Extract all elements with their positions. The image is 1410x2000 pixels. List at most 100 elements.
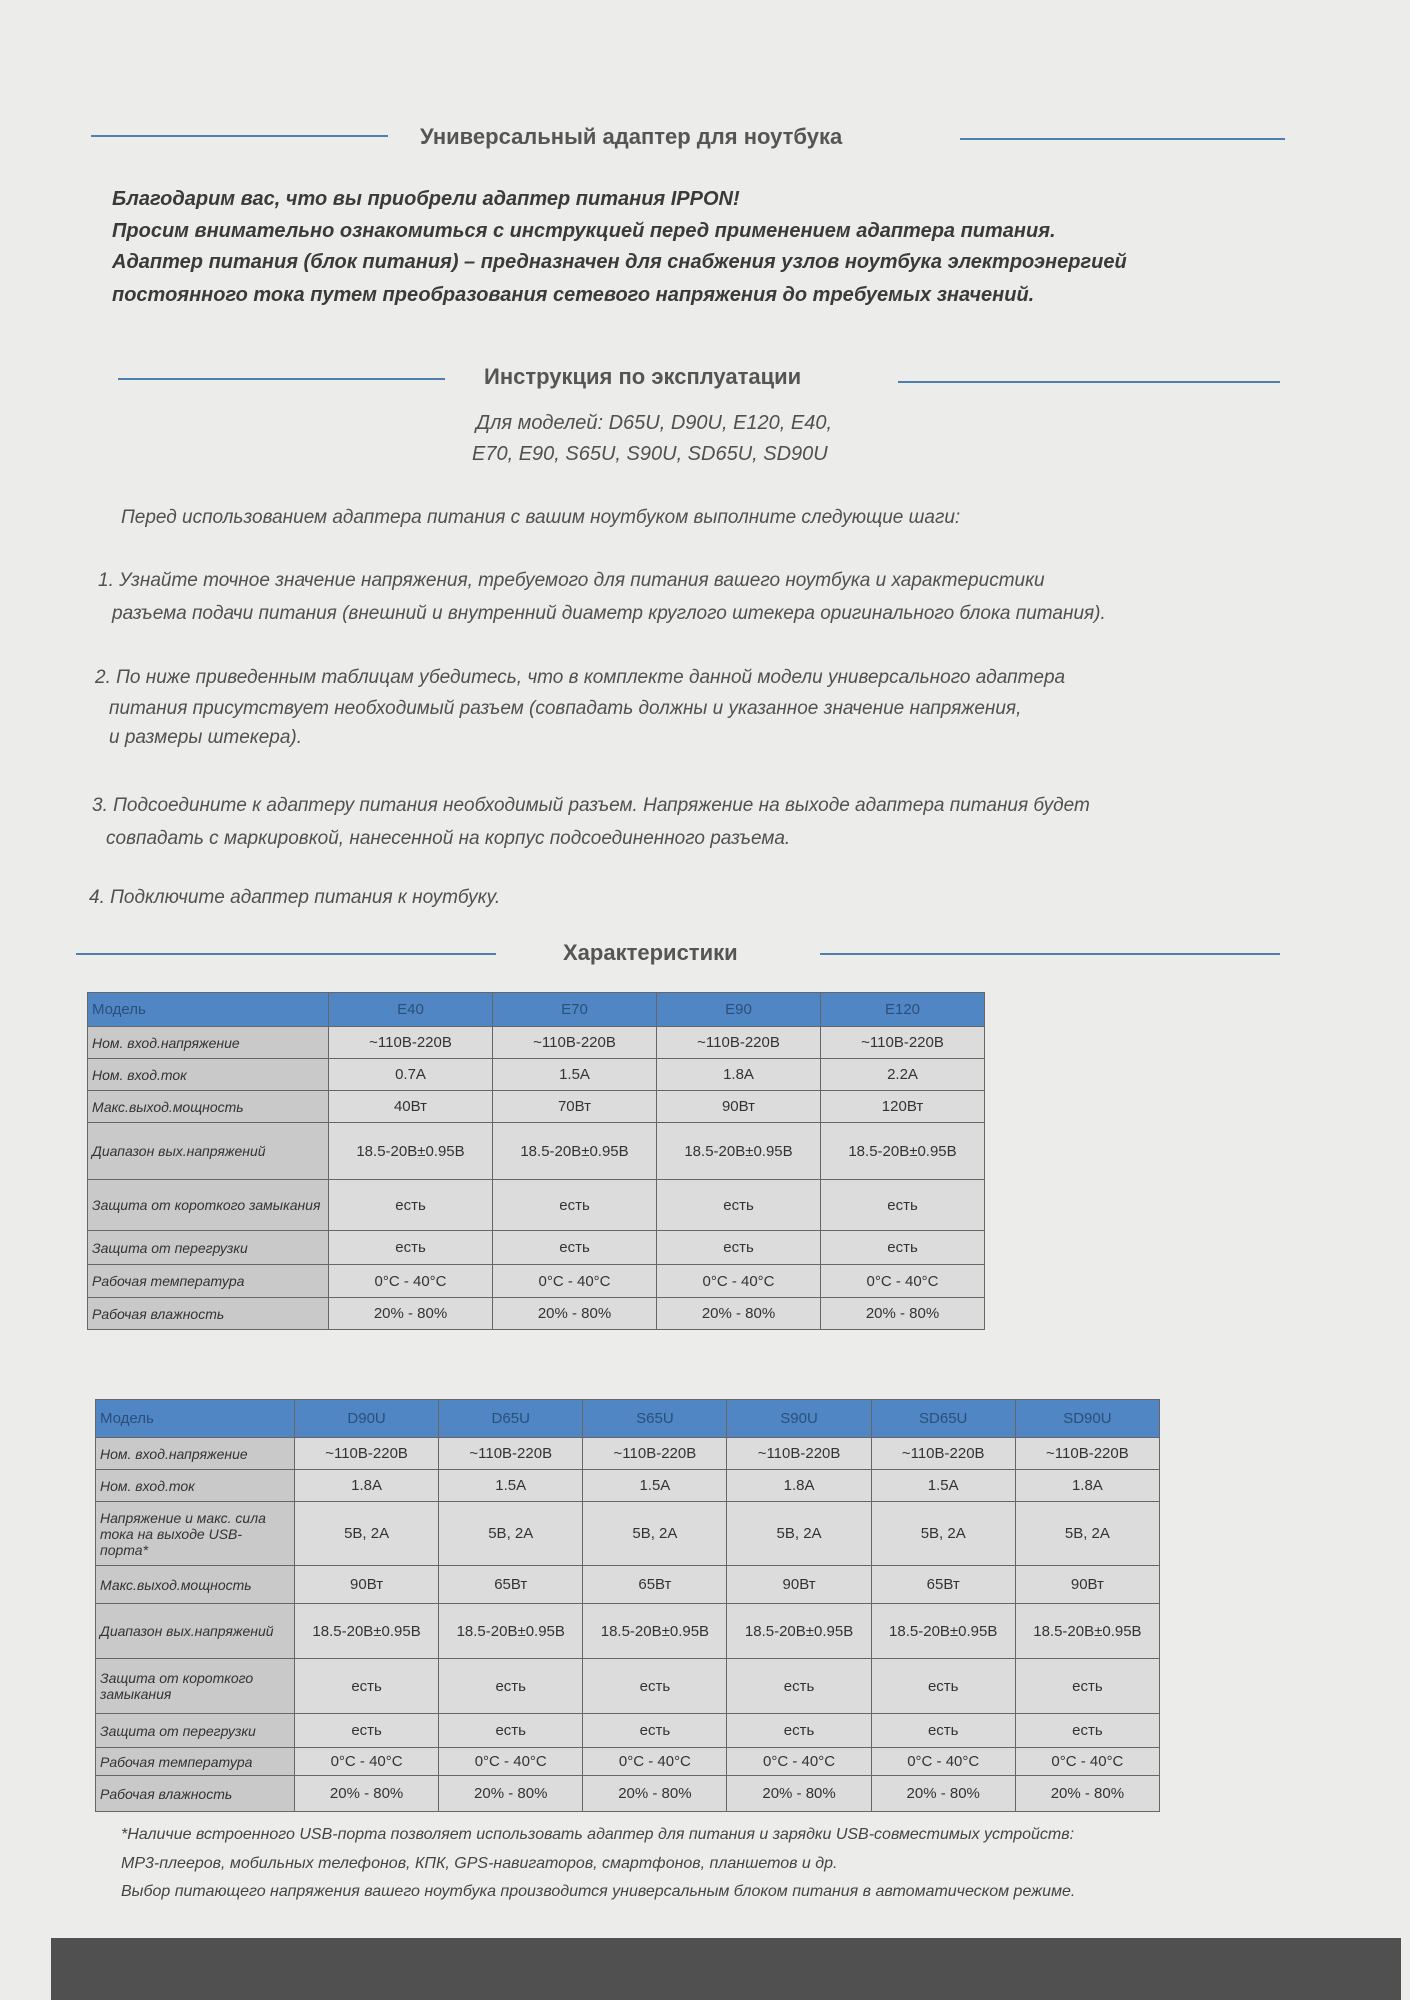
intro-line: Просим внимательно ознакомиться с инстру… <box>112 220 1056 242</box>
row-label: Рабочая влажность <box>95 1775 295 1812</box>
cell: есть <box>438 1658 584 1714</box>
table-row: Диапазон вых.напряжений 18.5-20В±0.95В 18.… <box>95 1603 1161 1659</box>
header-cell: SD90U <box>1014 1399 1161 1438</box>
cell: есть <box>656 1230 821 1265</box>
row-label: Защита от короткого замыкания <box>87 1179 329 1231</box>
cell: ~110В-220В <box>438 1437 584 1470</box>
table-row: Макс.выход.мощность 90Вт 65Вт 65Вт 90Вт 65Вт 9… <box>95 1565 1161 1604</box>
rule <box>76 953 496 955</box>
cell: 18.5-20В±0.95В <box>293 1603 440 1659</box>
cell: 5В, 2А <box>726 1501 872 1566</box>
cell: 1.5A <box>582 1469 728 1502</box>
cell: ~110В-220В <box>492 1026 657 1059</box>
footnote-line: *Наличие встроенного USB-порта позволяет… <box>121 1826 1075 1843</box>
cell: 18.5-20В±0.95В <box>656 1122 821 1180</box>
table-row: Ном. вход.ток 0.7A 1.5A 1.8A 2.2A <box>87 1058 985 1091</box>
dark-band <box>51 1938 1401 2000</box>
doc-title: Универсальный адаптер для ноутбука <box>420 124 843 149</box>
cell: ~110В-220В <box>328 1026 493 1059</box>
step-line: 4. Подключите адаптер питания к ноутбуку… <box>89 887 501 908</box>
table-row: Рабочая влажность 20% - 80% 20% - 80% 20% -… <box>87 1297 985 1330</box>
cell: 18.5-20В±0.95В <box>328 1122 493 1180</box>
cell: есть <box>328 1230 493 1265</box>
cell: 0°C - 40°C <box>328 1264 493 1298</box>
header-cell: S90U <box>726 1399 872 1438</box>
step-line: 1. Узнайте точное значение напряжения, т… <box>98 570 1045 591</box>
cell: 18.5-20В±0.95В <box>870 1603 1016 1659</box>
cell: 90Вт <box>726 1565 872 1604</box>
cell: есть <box>870 1713 1016 1748</box>
cell: ~110В-220В <box>293 1437 440 1470</box>
row-label: Ном. вход.ток <box>87 1058 329 1091</box>
cell: 20% - 80% <box>582 1775 728 1812</box>
cell: 2.2A <box>820 1058 985 1091</box>
cell: 5В, 2А <box>438 1501 584 1566</box>
header-cell: E70 <box>492 992 657 1027</box>
table-row: Защита от перегрузки есть есть есть есть <box>87 1230 985 1265</box>
cell: 20% - 80% <box>438 1775 584 1812</box>
header-cell: D90U <box>293 1399 440 1438</box>
cell: 65Вт <box>582 1565 728 1604</box>
cell: 18.5-20В±0.95В <box>582 1603 728 1659</box>
cell: 0°C - 40°C <box>656 1264 821 1298</box>
header-cell: Модель <box>87 992 329 1027</box>
cell: 18.5-20В±0.95В <box>820 1122 985 1180</box>
rule <box>820 953 1280 955</box>
cell: 5В, 2А <box>582 1501 728 1566</box>
table-row: Рабочая температура 0°C - 40°C 0°C - 40°C 0… <box>87 1264 985 1298</box>
header-cell: S65U <box>582 1399 728 1438</box>
spec-table: Модель D90U D65U S65U S90U SD65U SD90U Ном. вхо… <box>95 1399 1161 1812</box>
step-line: совпадать с маркировкой, нанесенной на к… <box>106 828 791 849</box>
rule <box>118 378 445 380</box>
cell: 0°C - 40°C <box>438 1747 584 1776</box>
cell: 20% - 80% <box>726 1775 872 1812</box>
table-row: Макс.выход.мощность 40Вт 70Вт 90Вт 120Вт <box>87 1090 985 1123</box>
cell: есть <box>293 1713 440 1748</box>
section-title: Характеристики <box>563 940 738 965</box>
preface: Перед использованием адаптера питания с … <box>121 507 961 528</box>
step-line: 2. По ниже приведенным таблицам убедитес… <box>95 667 1066 688</box>
cell: ~110В-220В <box>1014 1437 1161 1470</box>
cell: 90Вт <box>1014 1565 1161 1604</box>
cell: 65Вт <box>438 1565 584 1604</box>
header-row: Модель D90U D65U S65U S90U SD65U SD90U <box>95 1399 1161 1438</box>
cell: 18.5-20В±0.95В <box>492 1122 657 1180</box>
intro-line: постоянного тока путем преобразования се… <box>112 284 1035 306</box>
row-label: Диапазон вых.напряжений <box>95 1603 295 1659</box>
row-label: Диапазон вых.напряжений <box>87 1122 329 1180</box>
row-label: Напряжение и макс. сила тока на выходе U… <box>95 1501 295 1566</box>
cell: 20% - 80% <box>820 1297 985 1330</box>
cell: 18.5-20В±0.95В <box>438 1603 584 1659</box>
row-label: Рабочая влажность <box>87 1297 329 1330</box>
intro-line: Адаптер питания (блок питания) – предназ… <box>112 251 1127 273</box>
table-row: Ном. вход.ток 1.8A 1.5A 1.5A 1.8A 1.5A 1.8A <box>95 1469 1161 1502</box>
intro-line: Благодарим вас, что вы приобрели адаптер… <box>112 188 740 210</box>
cell: 5В, 2А <box>1014 1501 1161 1566</box>
cell: 20% - 80% <box>328 1297 493 1330</box>
rule <box>91 135 388 137</box>
footnote-line: Выбор питающего напряжения вашего ноутбу… <box>121 1883 1076 1900</box>
cell: 1.5A <box>438 1469 584 1502</box>
cell: 20% - 80% <box>1014 1775 1161 1812</box>
cell: есть <box>492 1230 657 1265</box>
table-row: Защита от короткого замыкания есть есть ест… <box>87 1179 985 1231</box>
row-label: Ном. вход.ток <box>95 1469 295 1502</box>
row-label: Защита от перегрузки <box>95 1713 295 1748</box>
cell: есть <box>726 1658 872 1714</box>
cell: есть <box>656 1179 821 1231</box>
header-cell: D65U <box>438 1399 584 1438</box>
table-row: Ном. вход.напряжение ~110В-220В ~110В-220В… <box>95 1437 1161 1470</box>
cell: 40Вт <box>328 1090 493 1123</box>
cell: есть <box>438 1713 584 1748</box>
cell: 0°C - 40°C <box>726 1747 872 1776</box>
cell: ~110В-220В <box>656 1026 821 1059</box>
header-row: Модель E40 E70 E90 E120 <box>87 992 985 1027</box>
row-label: Защита от перегрузки <box>87 1230 329 1265</box>
cell: 0°C - 40°C <box>582 1747 728 1776</box>
cell: есть <box>293 1658 440 1714</box>
cell: 5В, 2А <box>870 1501 1016 1566</box>
footnote-line: MP3-плееров, мобильных телефонов, КПК, G… <box>121 1855 838 1872</box>
step-line: 3. Подсоедините к адаптеру питания необх… <box>92 795 1090 816</box>
table-row: Диапазон вых.напряжений 18.5-20В±0.95В 18.… <box>87 1122 985 1180</box>
table-row: Рабочая влажность 20% - 80% 20% - 80% 20% -… <box>95 1775 1161 1812</box>
